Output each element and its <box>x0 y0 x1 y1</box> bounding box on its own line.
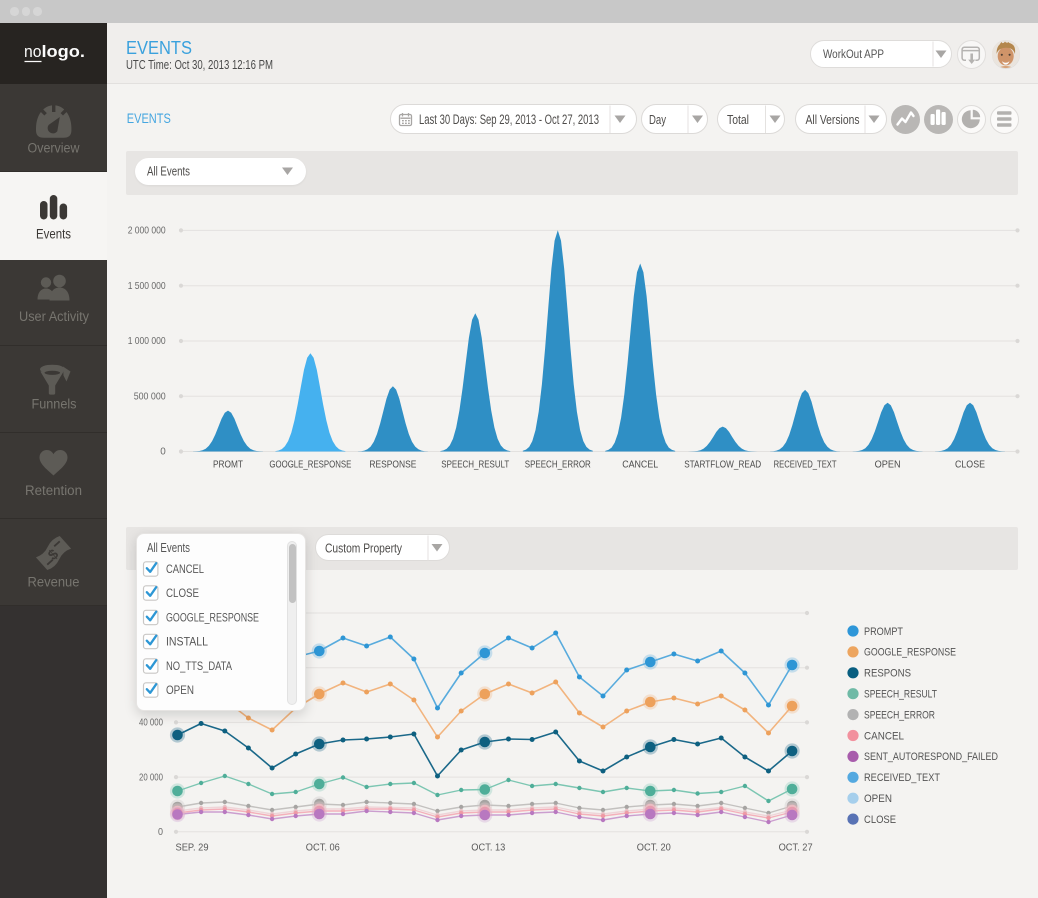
svg-text:SPEECH_RESULT: SPEECH_RESULT <box>864 689 937 701</box>
svg-text:500 000: 500 000 <box>134 390 166 402</box>
svg-text:GOOGLE_RESPONSE: GOOGLE_RESPONSE <box>269 460 351 471</box>
svg-text:PROMPT: PROMPT <box>864 626 903 638</box>
svg-text:OPEN: OPEN <box>864 793 892 805</box>
svg-text:SENT_AUTORESPOND_FAILED: SENT_AUTORESPOND_FAILED <box>864 751 998 763</box>
svg-text:CLOSE: CLOSE <box>864 814 896 826</box>
svg-text:RECEIVED_TEXT: RECEIVED_TEXT <box>774 460 837 471</box>
svg-text:SPEECH_RESULT: SPEECH_RESULT <box>441 460 509 471</box>
svg-text:RESPONS: RESPONS <box>864 668 911 680</box>
svg-text:OCT. 13: OCT. 13 <box>471 842 505 854</box>
svg-text:RESPONSE: RESPONSE <box>369 460 416 471</box>
svg-text:1 500 000: 1 500 000 <box>128 280 166 292</box>
svg-text:SPEECH_ERROR: SPEECH_ERROR <box>525 460 591 471</box>
svg-text:RECEIVED_TEXT: RECEIVED_TEXT <box>864 772 940 784</box>
svg-text:1 000 000: 1 000 000 <box>128 335 166 347</box>
svg-text:GOOGLE_RESPONSE: GOOGLE_RESPONSE <box>864 647 956 659</box>
svg-text:OCT. 20: OCT. 20 <box>637 842 671 854</box>
svg-text:20 000: 20 000 <box>139 771 163 783</box>
svg-text:OCT. 27: OCT. 27 <box>779 842 813 854</box>
svg-text:SEP. 29: SEP. 29 <box>176 842 209 854</box>
svg-text:40 000: 40 000 <box>139 717 163 729</box>
svg-text:0: 0 <box>158 826 163 838</box>
svg-text:OCT. 06: OCT. 06 <box>306 842 340 854</box>
svg-text:2 000 000: 2 000 000 <box>128 225 166 237</box>
svg-text:PROMT: PROMT <box>213 460 243 471</box>
svg-text:SPEECH_ERROR: SPEECH_ERROR <box>864 709 935 721</box>
svg-text:STARTFLOW_READ: STARTFLOW_READ <box>684 460 761 471</box>
svg-text:CLOSE: CLOSE <box>955 460 985 471</box>
svg-text:OPEN: OPEN <box>875 460 901 471</box>
svg-text:CANCEL: CANCEL <box>864 730 904 742</box>
svg-text:CANCEL: CANCEL <box>622 460 658 471</box>
svg-text:0: 0 <box>160 446 166 458</box>
